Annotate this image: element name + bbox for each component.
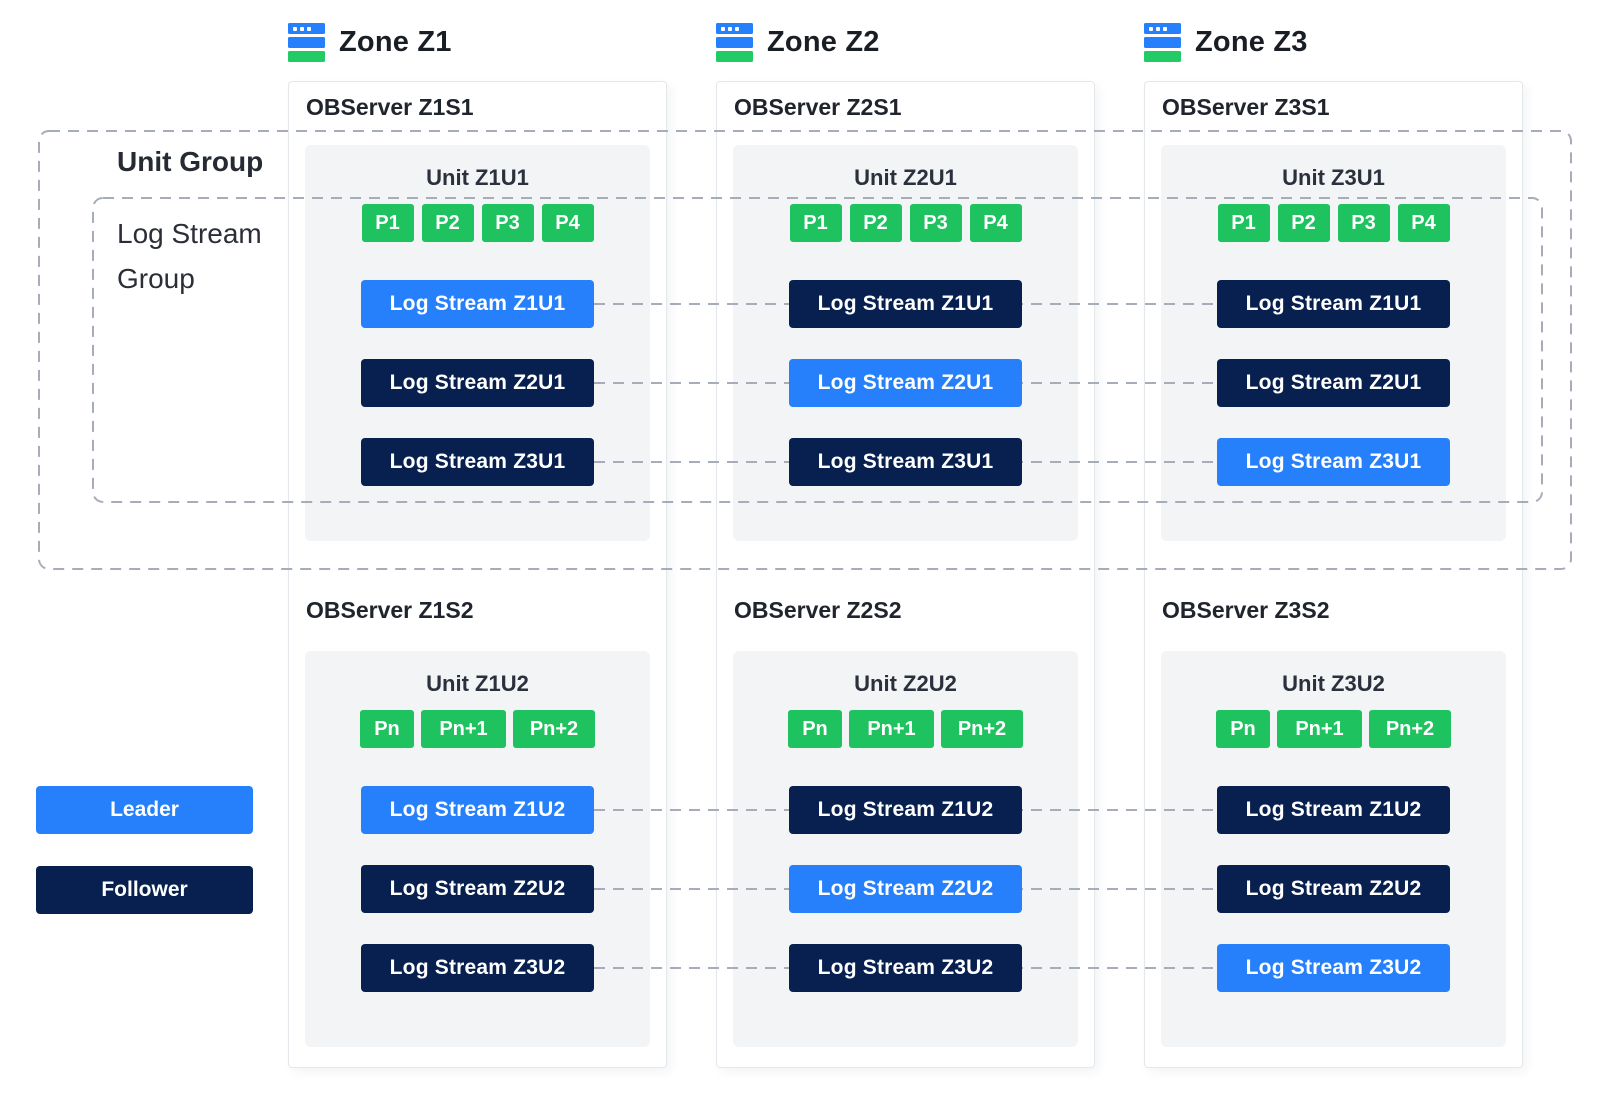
log-stream-box: Log Stream Z2U1 (361, 359, 594, 407)
zone-z1-card: OBServer Z1S1 Unit Z1U1 P1 P2 P3 P4 Log … (288, 81, 667, 1068)
server-stack-icon (1144, 22, 1181, 62)
partition-badge: P2 (1277, 204, 1330, 242)
partition-row: P1 P2 P3 P4 (1161, 204, 1506, 242)
log-stream-box: Log Stream Z1U1 (789, 280, 1022, 328)
unit-panel: Unit Z3U1 P1 P2 P3 P4 Log Stream Z1U1 Lo… (1161, 145, 1506, 541)
icon-bar-bottom (716, 50, 753, 62)
unit-title: Unit Z3U1 (1282, 165, 1385, 190)
icon-dots (1149, 26, 1153, 31)
partition-badge: P4 (1397, 204, 1450, 242)
log-stream-box: Log Stream Z2U1 (789, 359, 1022, 407)
partition-badge: P1 (1217, 204, 1270, 242)
partition-row: P1 P2 P3 P4 (305, 204, 650, 242)
unit-group-label: Unit Group (117, 146, 264, 177)
observer-title: OBServer Z3S2 (1162, 597, 1330, 623)
icon-bar-top (288, 22, 325, 34)
observer-title: OBServer Z1S1 (306, 94, 474, 120)
observer-title: OBServer Z3S1 (1162, 94, 1330, 120)
log-stream-group-label: Log Stream Group (117, 211, 262, 301)
observer-title: OBServer Z2S2 (734, 597, 902, 623)
partition-badge: P4 (541, 204, 594, 242)
log-stream-box: Log Stream Z3U1 (1217, 438, 1450, 486)
zone-z2-header: Zone Z2 (716, 20, 880, 64)
zone-title: Zone Z3 (1195, 25, 1308, 58)
icon-dots (721, 26, 725, 31)
icon-dots (293, 26, 297, 31)
partition-badge: Pn (788, 710, 842, 748)
zone-z3-header: Zone Z3 (1144, 20, 1308, 64)
icon-bar-mid (716, 36, 753, 48)
unit-title: Unit Z1U2 (426, 671, 529, 696)
server-stack-icon (716, 22, 753, 62)
partition-badge: Pn+2 (513, 710, 595, 748)
server-stack-icon (288, 22, 325, 62)
partition-badge: Pn+2 (941, 710, 1023, 748)
icon-bar-bottom (1144, 50, 1181, 62)
log-stream-box: Log Stream Z3U2 (1217, 944, 1450, 992)
partition-badge: Pn+1 (421, 710, 506, 748)
zone-title: Zone Z1 (339, 25, 452, 58)
zone-title: Zone Z2 (767, 25, 880, 58)
partition-row: Pn Pn+1 Pn+2 (1161, 710, 1506, 748)
log-stream-box: Log Stream Z3U2 (789, 944, 1022, 992)
unit-panel: Unit Z1U1 P1 P2 P3 P4 Log Stream Z1U1 Lo… (305, 145, 650, 541)
legend-leader: Leader (36, 786, 253, 834)
unit-panel: Unit Z3U2 Pn Pn+1 Pn+2 Log Stream Z1U2 L… (1161, 651, 1506, 1047)
partition-badge: P1 (361, 204, 414, 242)
icon-bar-bottom (288, 50, 325, 62)
partition-row: Pn Pn+1 Pn+2 (305, 710, 650, 748)
partition-badge: Pn+1 (849, 710, 934, 748)
partition-badge: P3 (1337, 204, 1390, 242)
partition-badge: P2 (849, 204, 902, 242)
log-stream-box: Log Stream Z3U1 (361, 438, 594, 486)
log-stream-group-label-line2: Group (117, 263, 195, 294)
partition-badge: P3 (909, 204, 962, 242)
unit-title: Unit Z2U2 (854, 671, 957, 696)
partition-row: P1 P2 P3 P4 (733, 204, 1078, 242)
icon-bar-top (1144, 22, 1181, 34)
log-stream-box: Log Stream Z3U1 (789, 438, 1022, 486)
partition-badge: P3 (481, 204, 534, 242)
zone-z1-header: Zone Z1 (288, 20, 452, 64)
partition-badge: Pn (1216, 710, 1270, 748)
log-stream-box: Log Stream Z2U2 (1217, 865, 1450, 913)
unit-panel: Unit Z1U2 Pn Pn+1 Pn+2 Log Stream Z1U2 L… (305, 651, 650, 1047)
unit-panel: Unit Z2U1 P1 P2 P3 P4 Log Stream Z1U1 Lo… (733, 145, 1078, 541)
partition-badge: Pn (360, 710, 414, 748)
icon-bar-top (716, 22, 753, 34)
partition-badge: Pn+1 (1277, 710, 1362, 748)
zone-z3-card: OBServer Z3S1 Unit Z3U1 P1 P2 P3 P4 Log … (1144, 81, 1523, 1068)
log-stream-group-label-line1: Log Stream (117, 218, 262, 249)
partition-badge: Pn+2 (1369, 710, 1451, 748)
partition-badge: P1 (789, 204, 842, 242)
partition-badge: P4 (969, 204, 1022, 242)
observer-title: OBServer Z2S1 (734, 94, 902, 120)
log-stream-box: Log Stream Z2U2 (789, 865, 1022, 913)
legend-follower: Follower (36, 866, 253, 914)
icon-bar-mid (288, 36, 325, 48)
icon-bar-mid (1144, 36, 1181, 48)
log-stream-box: Log Stream Z2U1 (1217, 359, 1450, 407)
unit-title: Unit Z2U1 (854, 165, 957, 190)
log-stream-box: Log Stream Z1U2 (361, 786, 594, 834)
zone-z2-card: OBServer Z2S1 Unit Z2U1 P1 P2 P3 P4 Log … (716, 81, 1095, 1068)
unit-title: Unit Z1U1 (426, 165, 529, 190)
log-stream-box: Log Stream Z1U2 (1217, 786, 1450, 834)
unit-title: Unit Z3U2 (1282, 671, 1385, 696)
log-stream-box: Log Stream Z1U2 (789, 786, 1022, 834)
observer-title: OBServer Z1S2 (306, 597, 474, 623)
log-stream-box: Log Stream Z1U1 (361, 280, 594, 328)
log-stream-box: Log Stream Z2U2 (361, 865, 594, 913)
unit-panel: Unit Z2U2 Pn Pn+1 Pn+2 Log Stream Z1U2 L… (733, 651, 1078, 1047)
partition-row: Pn Pn+1 Pn+2 (733, 710, 1078, 748)
partition-badge: P2 (421, 204, 474, 242)
log-stream-box: Log Stream Z3U2 (361, 944, 594, 992)
log-stream-box: Log Stream Z1U1 (1217, 280, 1450, 328)
